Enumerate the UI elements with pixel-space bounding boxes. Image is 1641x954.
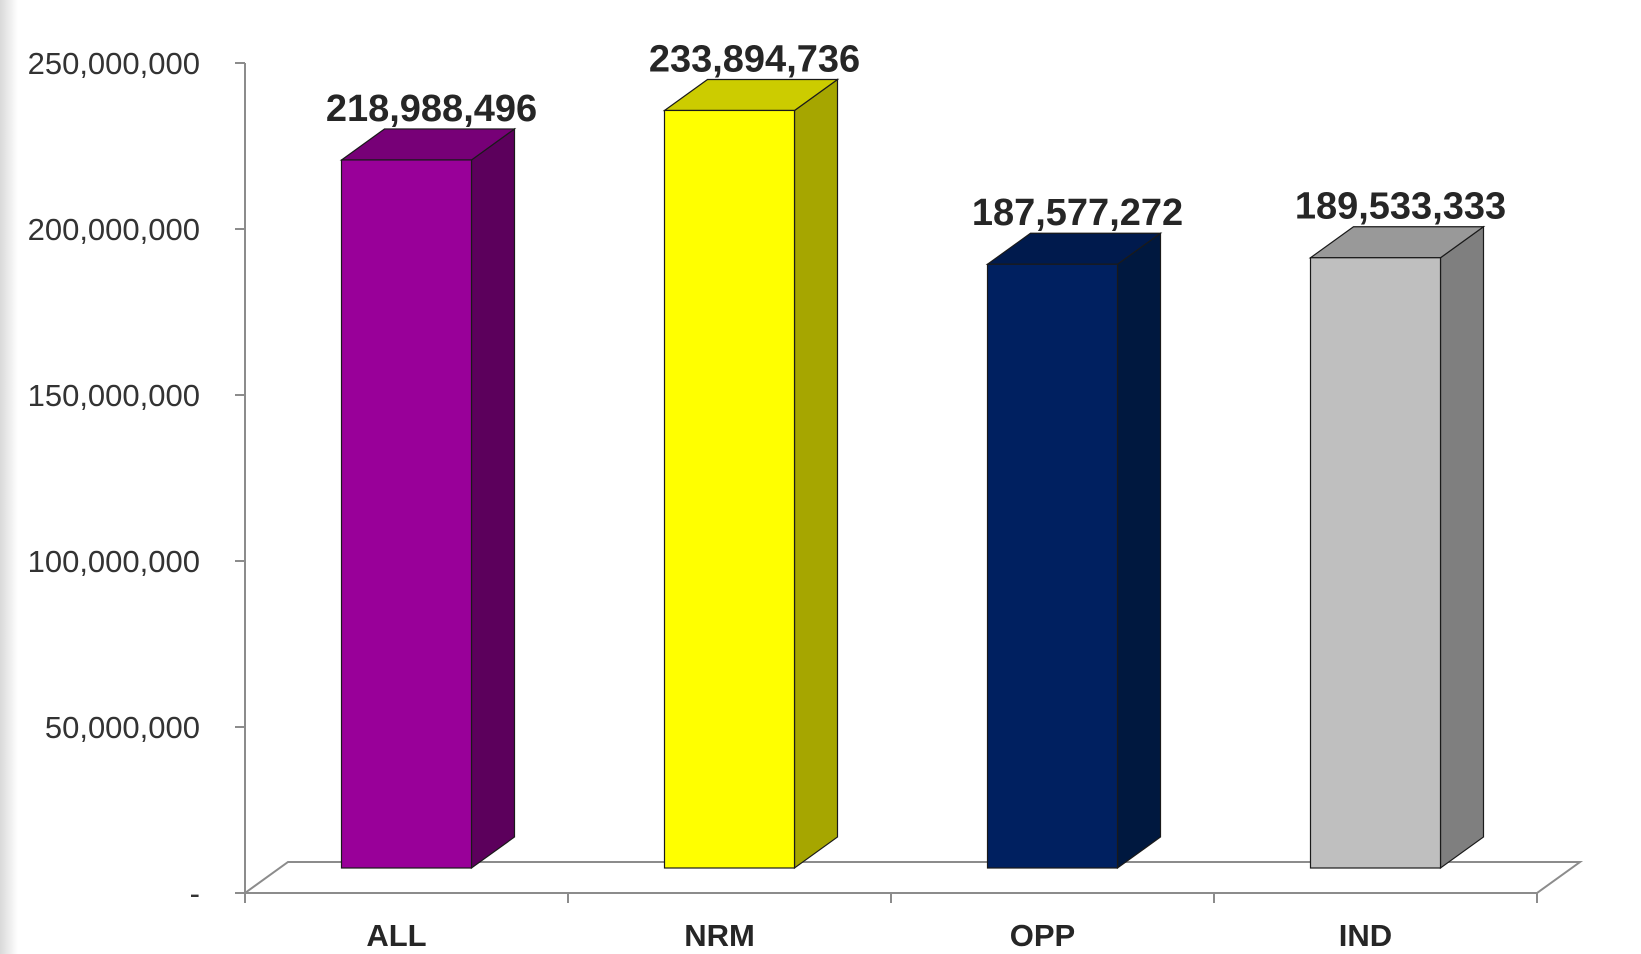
data-label-opp: 187,577,272 bbox=[972, 192, 1183, 234]
y-tick-label: - bbox=[190, 876, 200, 911]
data-label-ind: 189,533,333 bbox=[1295, 186, 1506, 228]
bar-front-all bbox=[340, 159, 473, 869]
bar-side-ind bbox=[1439, 225, 1485, 870]
category-label-all: ALL bbox=[366, 918, 426, 953]
category-label-opp: OPP bbox=[1010, 918, 1075, 953]
bar-front-opp bbox=[986, 263, 1119, 869]
bar-opp bbox=[985, 232, 1163, 870]
bar-front-ind bbox=[1309, 257, 1442, 869]
bar-nrm bbox=[662, 78, 840, 870]
y-tick-label: 150,000,000 bbox=[28, 378, 200, 413]
data-label-all: 218,988,496 bbox=[326, 88, 537, 130]
bar-side-all bbox=[470, 127, 516, 870]
category-label-nrm: NRM bbox=[684, 918, 755, 953]
y-tick-label: 250,000,000 bbox=[28, 46, 200, 81]
category-label-ind: IND bbox=[1339, 918, 1392, 953]
bar-side-opp bbox=[1116, 232, 1162, 870]
y-tick-label: 50,000,000 bbox=[45, 710, 200, 745]
y-tick-label: 100,000,000 bbox=[28, 544, 200, 579]
bar-all bbox=[339, 127, 517, 870]
bar-side-nrm bbox=[793, 78, 839, 870]
bar-ind bbox=[1308, 225, 1486, 870]
data-label-nrm: 233,894,736 bbox=[649, 38, 860, 80]
y-tick-label: 200,000,000 bbox=[28, 212, 200, 247]
bar-front-nrm bbox=[663, 109, 796, 869]
